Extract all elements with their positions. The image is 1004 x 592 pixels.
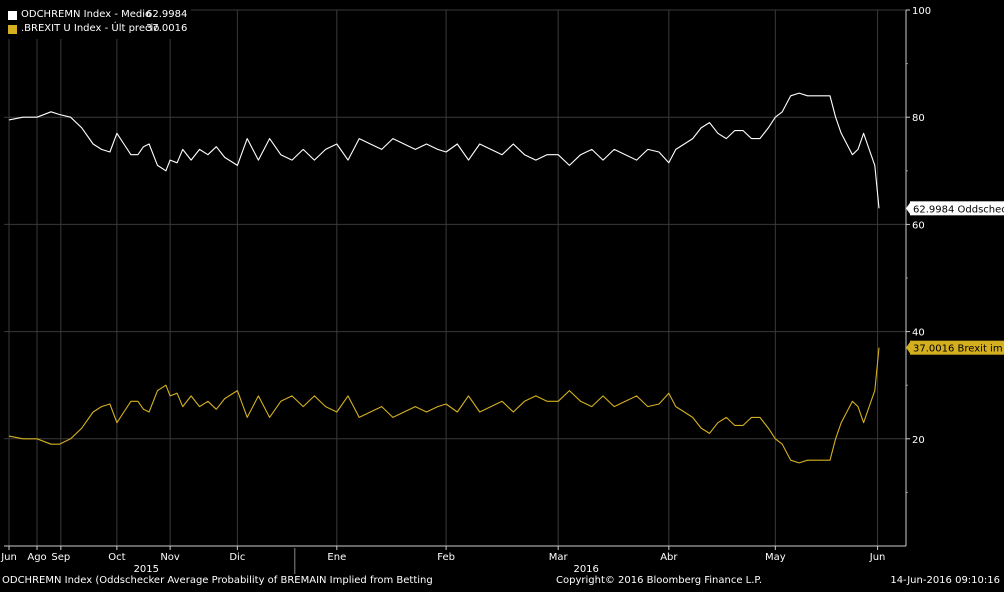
grid-layer [4, 9, 906, 546]
series-line-0 [8, 92, 880, 209]
y-tick-label-100: 100 [912, 6, 931, 17]
legend-label-bremain: ODCHREMN Index - Medio [21, 9, 152, 20]
series-line-1 [8, 347, 880, 464]
end-label-text-1: 37.0016 Brexit im [913, 344, 1003, 355]
series-layer [8, 92, 880, 464]
x-year-label-2015: 2015 [134, 564, 159, 575]
x-tick-label-4: Nov [160, 552, 180, 563]
label-layer: 62.9984 Oddscheck 37.0016 Brexit im [906, 201, 1004, 355]
x-tick-label-3: Oct [108, 552, 125, 563]
legend-swatch-bremain [8, 10, 17, 20]
end-label-text-0: 62.9984 Oddscheck [913, 204, 1004, 215]
legend-value-bremain: 62.9984 [146, 9, 188, 20]
legend-value-brexit: 37.0016 [146, 23, 188, 34]
x-tick-label-2: Sep [51, 552, 70, 563]
end-label-pointer-0 [906, 201, 911, 216]
x-year-label-2016: 2016 [573, 564, 598, 575]
footer-description: ODCHREMN Index (Oddschecker Average Prob… [2, 575, 433, 586]
footer-timestamp: 14-Jun-2016 09:10:16 [890, 575, 1000, 586]
end-label-pointer-1 [906, 340, 911, 355]
end-label-box-0 [910, 201, 1004, 216]
end-label-0: 62.9984 Oddscheck [906, 201, 1004, 216]
x-tick-label-9: Abr [660, 552, 678, 563]
x-tick-label-8: Mar [549, 552, 569, 563]
legend-item-bremain[interactable]: ODCHREMN Index - Medio 62.9984 [8, 8, 187, 22]
x-tick-label-10: May [765, 552, 786, 563]
y-tick-label-60: 60 [912, 220, 925, 231]
end-label-box-1 [910, 340, 1004, 355]
legend-item-brexit[interactable]: .BREXIT U Index - Últ precio 37.0016 [8, 22, 187, 36]
footer: ODCHREMN Index (Oddschecker Average Prob… [0, 573, 1004, 588]
y-tick-label-80: 80 [912, 113, 925, 124]
y-tick-label-40: 40 [912, 328, 925, 339]
end-label-1: 37.0016 Brexit im [906, 340, 1004, 355]
x-tick-label-1: Ago [27, 552, 46, 563]
x-tick-label-7: Feb [437, 552, 455, 563]
x-tick-label-5: Dic [229, 552, 245, 563]
legend: ODCHREMN Index - Medio 62.9984 .BREXIT U… [4, 6, 192, 39]
x-tick-label-6: Ene [327, 552, 346, 563]
axis-layer: 20 40 60 80 100 Jun Ago Sep Oct Nov Dic Ene Feb Mar Ab… [0, 6, 931, 575]
x-tick-label-11: Jun [869, 552, 886, 563]
x-tick-label-0: Jun [0, 552, 17, 563]
footer-copyright: Copyright© 2016 Bloomberg Finance L.P. [556, 575, 763, 586]
legend-label-brexit: .BREXIT U Index - Últ precio [21, 23, 160, 34]
y-tick-label-20: 20 [912, 435, 925, 446]
legend-swatch-brexit [8, 24, 17, 34]
